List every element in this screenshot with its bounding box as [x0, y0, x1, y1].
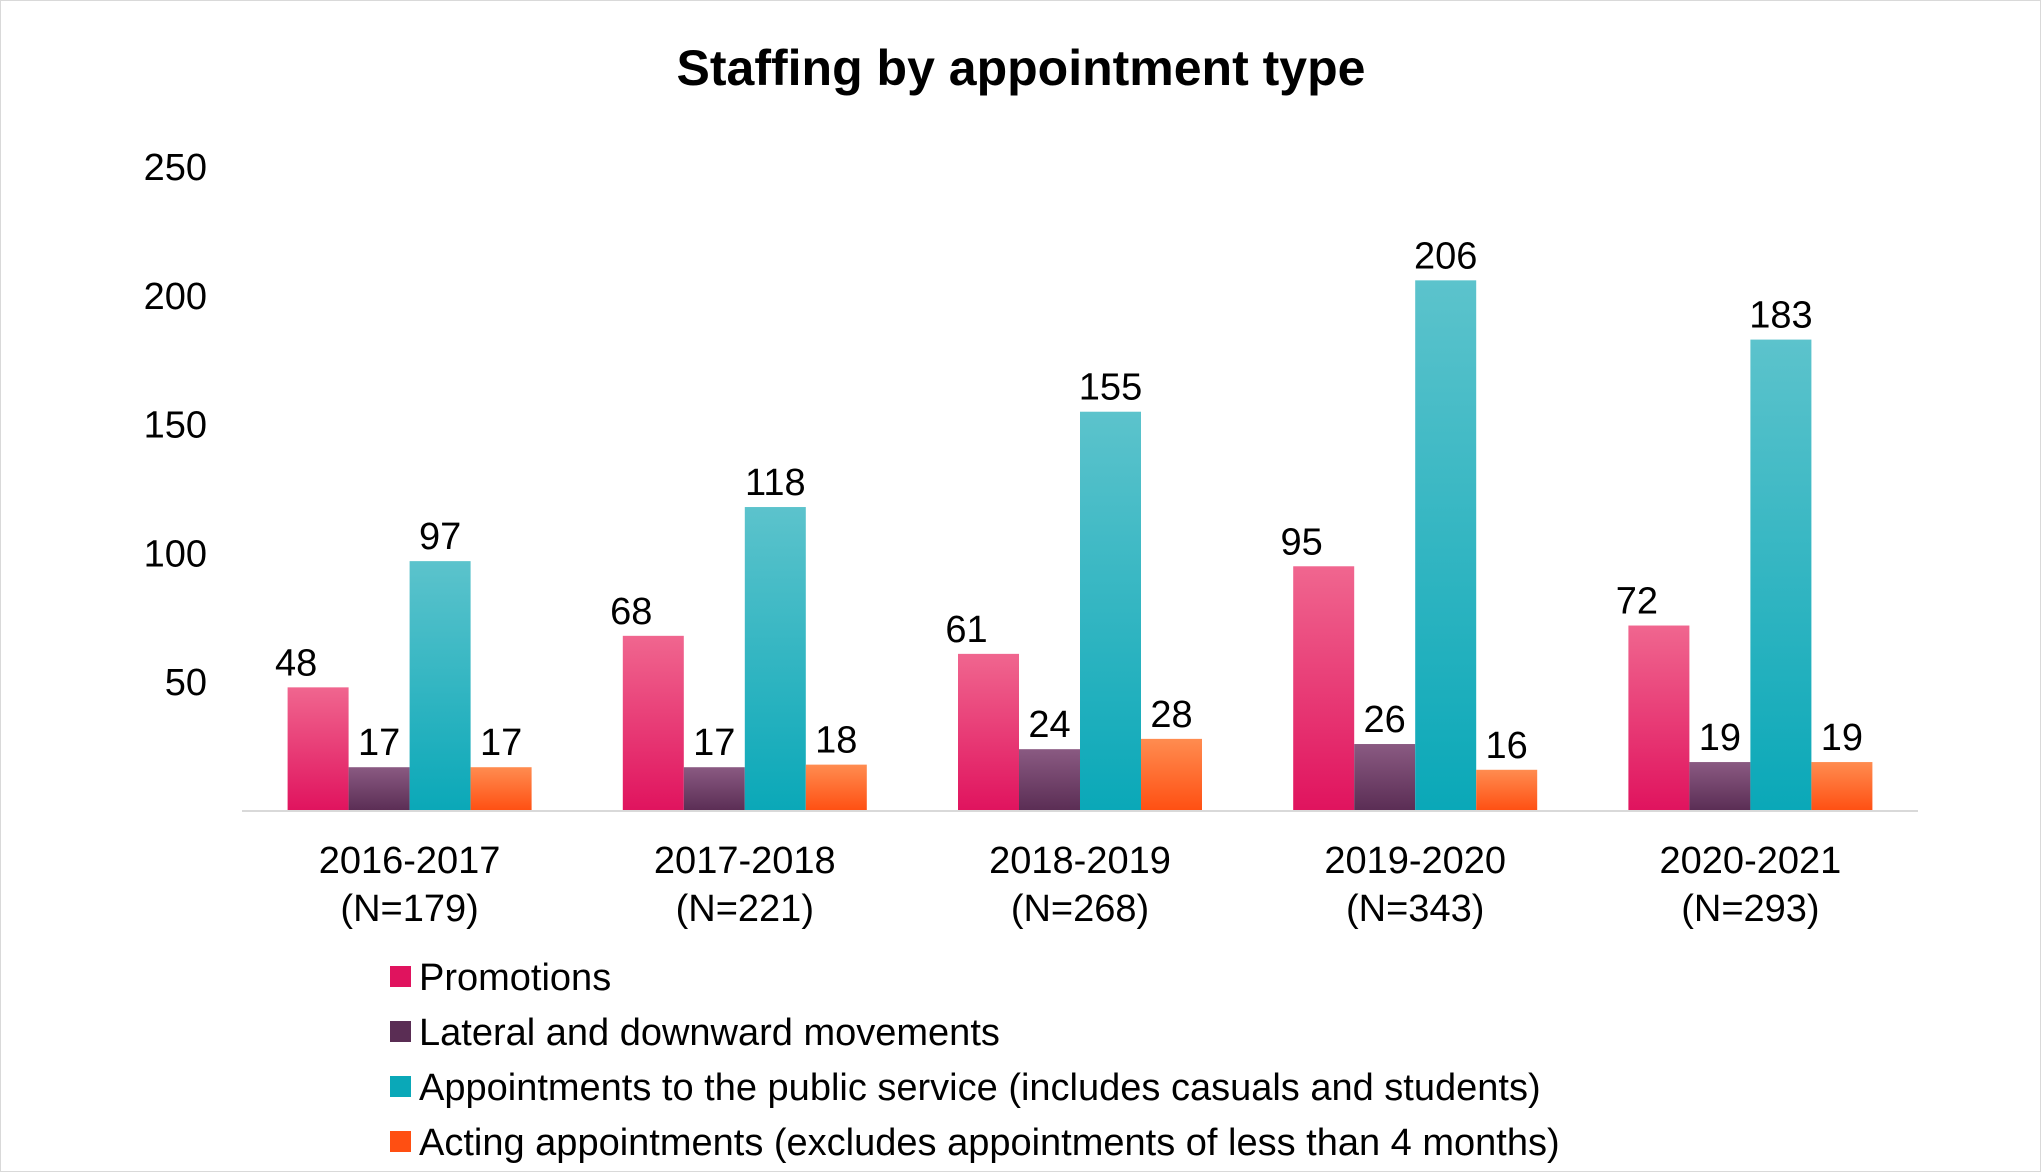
y-tick-label: 100: [144, 533, 207, 575]
bar: [805, 764, 867, 811]
data-label: 17: [693, 722, 735, 764]
bar: [1811, 762, 1873, 811]
data-label: 72: [1616, 581, 1658, 623]
x-tick-label: 2016-2017: [319, 840, 501, 882]
data-label: 61: [945, 609, 987, 651]
bar: [744, 507, 806, 811]
legend-swatch: [390, 1131, 411, 1152]
bar: [409, 561, 471, 811]
data-label: 68: [610, 591, 652, 633]
y-axis-ticks: 50 100 150 200 250: [144, 147, 207, 704]
x-tick-label: (N=179): [340, 888, 478, 930]
data-label: 95: [1281, 521, 1323, 563]
legend: Promotions Lateral and downward movements…: [390, 957, 1560, 1164]
bar: [622, 635, 684, 811]
data-label: 155: [1079, 367, 1142, 409]
x-tick-label: 2018-2019: [989, 840, 1171, 882]
data-label: 18: [815, 720, 857, 762]
x-tick-label: (N=268): [1011, 888, 1149, 930]
data-label: 48: [275, 642, 317, 684]
legend-label: Acting appointments (excludes appointmen…: [419, 1122, 1560, 1164]
data-labels-group: 48 17 97 17 68 17 118 18 61 24 155 28 95 26 206 16 72 19 1…: [275, 235, 1863, 766]
chart-title: Staffing by appointment type: [677, 40, 1366, 96]
data-label: 19: [1699, 717, 1741, 759]
x-tick-label: (N=343): [1346, 888, 1484, 930]
data-label: 206: [1414, 235, 1477, 277]
data-label: 16: [1486, 725, 1528, 767]
data-label: 118: [745, 462, 806, 504]
bar: [958, 653, 1019, 811]
data-label: 183: [1749, 295, 1812, 337]
data-label: 24: [1028, 704, 1070, 746]
x-axis-ticks: 2016-2017 (N=179) 2017-2018 (N=221) 2018-201…: [319, 840, 1842, 930]
bar: [470, 767, 532, 811]
x-tick-label: 2020-2021: [1660, 840, 1842, 882]
bar: [1019, 749, 1080, 811]
legend-swatch: [390, 966, 411, 987]
data-label: 19: [1821, 717, 1863, 759]
bar: [1293, 566, 1355, 811]
y-tick-label: 250: [144, 147, 207, 189]
bar: [1141, 738, 1202, 811]
legend-label: Appointments to the public service (incl…: [419, 1067, 1541, 1109]
y-tick-label: 150: [144, 405, 207, 447]
legend-label: Lateral and downward movements: [419, 1012, 1000, 1054]
legend-swatch: [390, 1076, 411, 1097]
bar: [1628, 625, 1690, 811]
bar: [1476, 769, 1538, 811]
data-label: 26: [1364, 699, 1406, 741]
x-tick-label: (N=293): [1681, 888, 1819, 930]
data-label: 17: [358, 722, 400, 764]
bars-group: [287, 280, 1873, 811]
bar: [348, 767, 410, 811]
legend-label: Promotions: [419, 957, 611, 999]
legend-swatch: [390, 1021, 411, 1042]
data-label: 17: [480, 722, 522, 764]
data-label: 97: [419, 516, 461, 558]
bar: [1080, 411, 1141, 811]
x-tick-label: (N=221): [676, 888, 814, 930]
x-tick-label: 2019-2020: [1324, 840, 1506, 882]
data-label: 28: [1150, 694, 1192, 736]
x-tick-label: 2017-2018: [654, 840, 836, 882]
bar: [1415, 280, 1477, 811]
bar: [1354, 744, 1416, 811]
bar: [683, 767, 745, 811]
bar: [287, 687, 349, 811]
y-tick-label: 200: [144, 276, 207, 318]
bar: [1750, 339, 1812, 811]
bar: [1689, 762, 1751, 811]
y-tick-label: 50: [165, 662, 207, 704]
